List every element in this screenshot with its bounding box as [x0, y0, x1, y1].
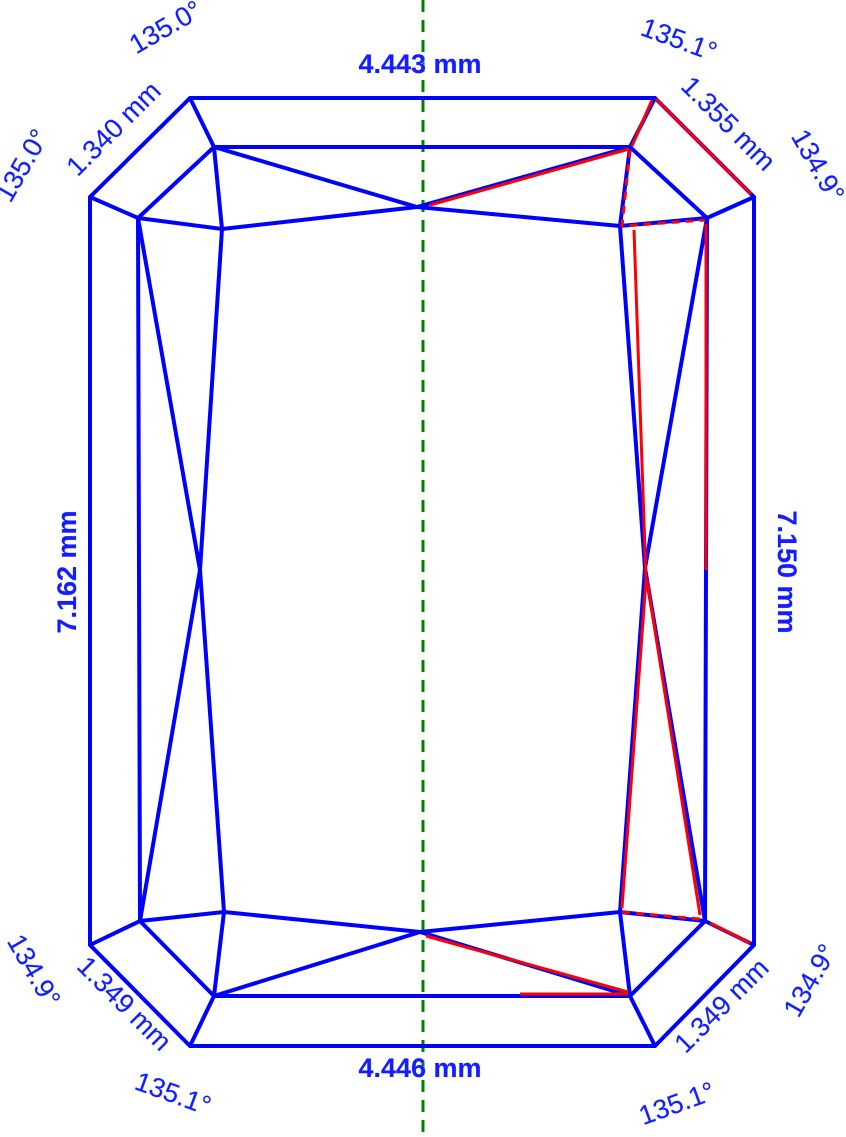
bottom-width-label: 4.446 mm: [358, 1053, 481, 1083]
angle-bottom-left-upper: 134.9°: [1, 929, 66, 1012]
corner-top-left-label: 1.340 mm: [61, 76, 167, 182]
corner-top-right-label: 1.355 mm: [675, 71, 781, 177]
angle-top-right-upper: 135.1°: [637, 12, 721, 67]
angle-bottom-right-lower: 135.1°: [635, 1076, 719, 1131]
angle-top-left-upper: 135.0°: [124, 0, 207, 60]
angle-bottom-left-lower: 135.1°: [131, 1066, 215, 1121]
corner-bottom-left-label: 1.349 mm: [71, 951, 177, 1057]
highlight-lines: [425, 97, 753, 996]
angle-top-left-lower: 135.0°: [0, 124, 55, 207]
angle-top-right-lower: 134.9°: [785, 124, 846, 207]
angle-bottom-right-upper: 134.9°: [778, 939, 843, 1022]
top-width-label: 4.443 mm: [358, 49, 481, 79]
corner-bottom-right-label: 1.349 mm: [669, 953, 775, 1059]
left-length-label: 7.162 mm: [52, 510, 82, 633]
right-length-label: 7.150 mm: [772, 510, 802, 633]
